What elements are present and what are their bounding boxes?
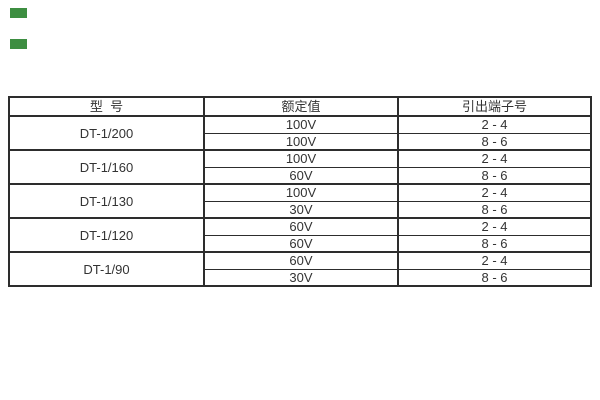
table-row: 60V 8 - 6	[9, 166, 592, 185]
model-cell: DT-1/130	[8, 183, 205, 219]
rated-value-cell: 100V	[203, 115, 399, 134]
terminal-cell: 2 - 4	[397, 251, 592, 270]
terminal-cell: 8 - 6	[397, 268, 592, 287]
model-cell: DT-1/160	[8, 149, 205, 185]
model-cell: DT-1/90	[8, 251, 205, 287]
table-header-row: 型 号 额定值 引出端子号	[8, 96, 592, 117]
table-row: DT-1/200 100V 2 - 4	[8, 115, 592, 151]
rated-value-cell: 60V	[203, 166, 399, 185]
terminal-cell: 8 - 6	[397, 200, 592, 219]
terminal-cell: 2 - 4	[397, 183, 592, 202]
rated-value-cell: 30V	[203, 268, 399, 287]
rated-value-cell: 60V	[203, 251, 399, 270]
header-terminal-number: 引出端子号	[397, 96, 592, 117]
header-rated-value: 额定值	[203, 96, 399, 117]
model-cell: DT-1/120	[8, 217, 205, 253]
header-model: 型 号	[8, 96, 205, 117]
rated-value-cell: 60V	[203, 217, 399, 236]
rated-value-cell: 60V	[203, 234, 399, 253]
table-row: 100V 8 - 6	[9, 132, 592, 151]
terminal-cell: 8 - 6	[397, 234, 592, 253]
green-marker-icon	[10, 39, 27, 49]
table-row: 60V 8 - 6	[9, 234, 592, 253]
rated-value-cell: 100V	[203, 183, 399, 202]
table-row: DT-1/120 60V 2 - 4	[8, 217, 592, 253]
terminal-cell: 2 - 4	[397, 217, 592, 236]
table-row: DT-1/90 60V 2 - 4	[8, 251, 592, 287]
table-row: DT-1/160 100V 2 - 4	[8, 149, 592, 185]
terminal-cell: 8 - 6	[397, 132, 592, 151]
terminal-cell: 8 - 6	[397, 166, 592, 185]
rated-value-cell: 100V	[203, 149, 399, 168]
model-cell: DT-1/200	[8, 115, 205, 151]
table-row: DT-1/130 100V 2 - 4	[8, 183, 592, 219]
table-row: 30V 8 - 6	[9, 268, 592, 287]
terminal-cell: 2 - 4	[397, 149, 592, 168]
table-row: 30V 8 - 6	[9, 200, 592, 219]
rated-value-cell: 30V	[203, 200, 399, 219]
spec-table: 型 号 额定值 引出端子号 DT-1/200 100V 2 - 4 100V 8…	[8, 96, 592, 287]
green-marker-icon	[10, 8, 27, 18]
terminal-cell: 2 - 4	[397, 115, 592, 134]
rated-value-cell: 100V	[203, 132, 399, 151]
